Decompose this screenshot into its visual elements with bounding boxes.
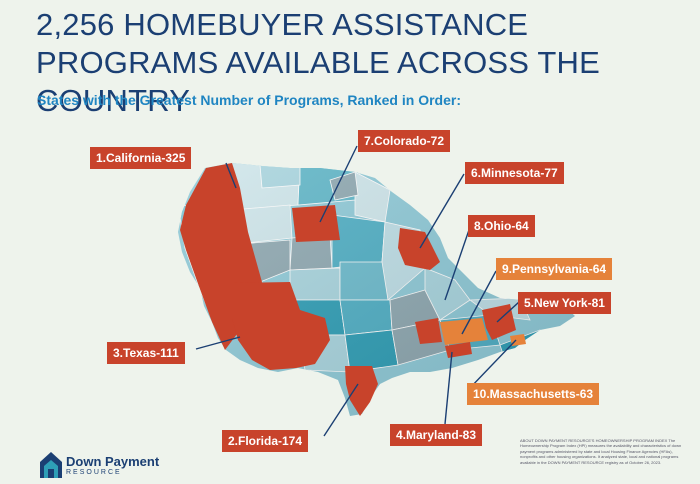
label-massachusetts: 10.Massachusetts-63 — [467, 383, 600, 405]
state-minnesota — [398, 228, 440, 270]
state-texas — [232, 282, 330, 370]
subtitle: States with the Greatest Number of Progr… — [37, 92, 461, 108]
state-colorado — [292, 205, 340, 242]
label-florida: 2.Florida-174 — [222, 430, 309, 452]
logo-name: Down Payment — [66, 454, 160, 469]
highlighted-states — [180, 163, 526, 416]
house-logo-icon — [40, 452, 62, 478]
state-ohio — [415, 318, 442, 344]
headline: 2,256 HOMEBUYER ASSISTANCE PROGRAMS AVAI… — [36, 7, 600, 118]
logo-sub: RESOURCE — [66, 469, 122, 476]
label-new-york: 5.New York-81 — [518, 292, 611, 314]
label-minnesota: 6.Minnesota-77 — [465, 162, 564, 184]
label-colorado: 7.Colorado-72 — [358, 130, 451, 152]
label-pennsylvania: 9.Pennsylvania-64 — [496, 258, 613, 280]
state-florida — [345, 366, 378, 416]
leader-lines — [195, 145, 520, 437]
label-ohio: 8.Ohio-64 — [468, 215, 535, 237]
label-maryland: 4.Maryland-83 — [390, 424, 483, 446]
about-text: ABOUT DOWN PAYMENT RESOURCE'S HOMEOWNERS… — [520, 438, 682, 465]
label-texas: 3.Texas-111 — [107, 342, 185, 364]
label-california: 1.California-325 — [90, 147, 192, 169]
